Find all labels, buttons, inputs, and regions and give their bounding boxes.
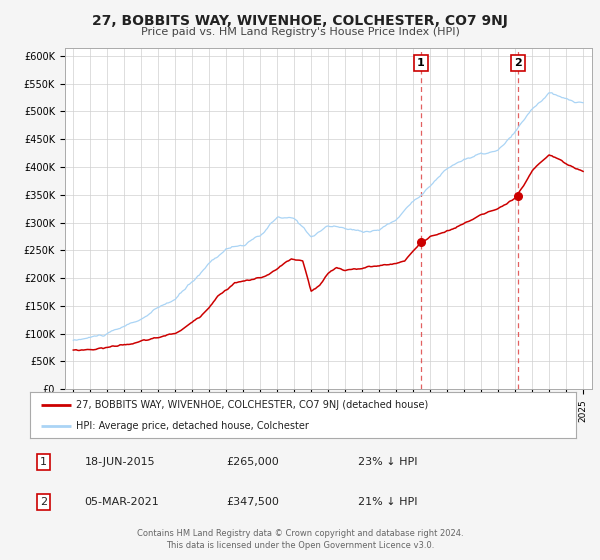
Text: 27, BOBBITS WAY, WIVENHOE, COLCHESTER, CO7 9NJ: 27, BOBBITS WAY, WIVENHOE, COLCHESTER, C… [92,14,508,28]
Text: 1: 1 [40,458,47,467]
Text: 23% ↓ HPI: 23% ↓ HPI [358,458,417,467]
Text: 27, BOBBITS WAY, WIVENHOE, COLCHESTER, CO7 9NJ (detached house): 27, BOBBITS WAY, WIVENHOE, COLCHESTER, C… [76,400,428,410]
Text: £347,500: £347,500 [227,497,280,507]
Text: 21% ↓ HPI: 21% ↓ HPI [358,497,417,507]
Text: This data is licensed under the Open Government Licence v3.0.: This data is licensed under the Open Gov… [166,541,434,550]
Text: £265,000: £265,000 [227,458,280,467]
Text: 1: 1 [417,58,425,68]
Text: HPI: Average price, detached house, Colchester: HPI: Average price, detached house, Colc… [76,422,309,431]
Text: 2: 2 [40,497,47,507]
Text: 2: 2 [514,58,522,68]
Text: 05-MAR-2021: 05-MAR-2021 [85,497,160,507]
Text: 18-JUN-2015: 18-JUN-2015 [85,458,155,467]
Text: Contains HM Land Registry data © Crown copyright and database right 2024.: Contains HM Land Registry data © Crown c… [137,529,463,538]
Text: Price paid vs. HM Land Registry's House Price Index (HPI): Price paid vs. HM Land Registry's House … [140,27,460,37]
